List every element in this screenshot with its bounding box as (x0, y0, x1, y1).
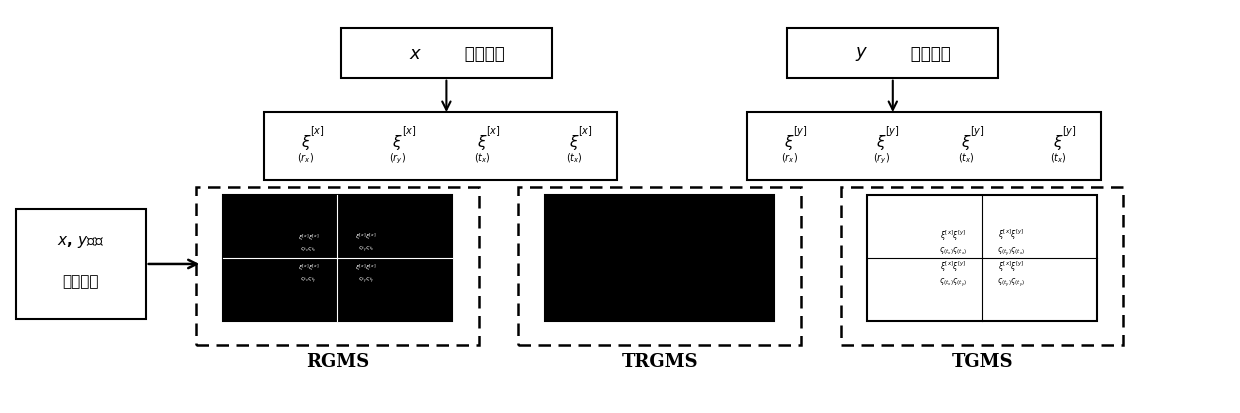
Text: $(t_x)$: $(t_x)$ (474, 152, 491, 165)
Text: $\xi$: $\xi$ (784, 133, 795, 152)
Bar (746, 113, 1101, 181)
Text: $\xi$: $\xi$ (1053, 133, 1064, 152)
Bar (263, 113, 616, 181)
Text: $(r_y)$: $(r_y)$ (389, 151, 407, 165)
Text: $(r_x)$: $(r_x)$ (781, 152, 799, 165)
Text: $\xi^{[x]}\xi^{[y]}$
$\varsigma_{(t_x)}\varsigma_{(t_x)}$: $\xi^{[x]}\xi^{[y]}$ $\varsigma_{(t_x)}\… (940, 228, 967, 257)
Text: $(r_y)$: $(r_y)$ (873, 151, 890, 165)
Text: $[x]$: $[x]$ (486, 124, 501, 138)
Text: $(t_x)$: $(t_x)$ (1049, 152, 1066, 165)
Bar (341, 29, 552, 78)
Text: $\xi^{[x]}\xi^{[y]}$
$\varsigma_{(t_y)}\varsigma_{(t_y)}$: $\xi^{[x]}\xi^{[y]}$ $\varsigma_{(t_y)}\… (997, 259, 1024, 289)
Text: $x$: $x$ (409, 45, 422, 63)
Bar (16, 210, 146, 319)
Text: $\xi$: $\xi$ (877, 133, 887, 152)
Text: $\xi^{[x]}\xi^{[x]}$
$\varsigma_{t_y}\varsigma_{t_y}$: $\xi^{[x]}\xi^{[x]}$ $\varsigma_{t_y}\va… (355, 262, 377, 285)
Text: $\xi^{[x]}\xi^{[x]}$
$\varsigma_{t_y}\varsigma_{t_x}$: $\xi^{[x]}\xi^{[x]}$ $\varsigma_{t_y}\va… (355, 231, 377, 254)
Text: RGMS: RGMS (305, 352, 370, 370)
Bar (868, 195, 1096, 321)
Bar (223, 195, 451, 321)
Text: $\xi$: $\xi$ (569, 133, 580, 152)
Text: $\xi$: $\xi$ (961, 133, 971, 152)
Text: TRGMS: TRGMS (621, 352, 698, 370)
Text: $\xi$: $\xi$ (300, 133, 311, 152)
Text: 极化激励: 极化激励 (905, 45, 951, 63)
Text: 极化激励: 极化激励 (459, 45, 505, 63)
Bar (196, 188, 479, 345)
Text: $[y]$: $[y]$ (885, 124, 900, 138)
Text: $[x]$: $[x]$ (402, 124, 417, 138)
Bar (787, 29, 998, 78)
Text: $[x]$: $[x]$ (310, 124, 325, 138)
Text: $(t_x)$: $(t_x)$ (565, 152, 583, 165)
Text: $\xi^{[x]}\xi^{[y]}$
$\varsigma_{(t_x)}\varsigma_{(t_y)}$: $\xi^{[x]}\xi^{[y]}$ $\varsigma_{(t_x)}\… (940, 259, 967, 289)
Text: $[y]$: $[y]$ (970, 124, 985, 138)
Text: $\xi$: $\xi$ (477, 133, 487, 152)
Text: $[y]$: $[y]$ (794, 124, 808, 138)
Text: $y$: $y$ (856, 45, 868, 63)
Text: $[x]$: $[x]$ (578, 124, 593, 138)
Text: 同时激励: 同时激励 (62, 273, 99, 288)
Bar (518, 188, 801, 345)
Text: $x$, $y$极化: $x$, $y$极化 (57, 234, 104, 249)
Text: $[y]$: $[y]$ (1061, 124, 1076, 138)
Text: TGMS: TGMS (951, 352, 1013, 370)
Bar (546, 195, 774, 321)
Bar (841, 188, 1123, 345)
Text: $(r_x)$: $(r_x)$ (298, 152, 315, 165)
Text: $\xi^{[x]}\xi^{[y]}$
$\varsigma_{(t_y)}\varsigma_{(t_x)}$: $\xi^{[x]}\xi^{[y]}$ $\varsigma_{(t_y)}\… (997, 228, 1024, 257)
Text: $\xi$: $\xi$ (393, 133, 403, 152)
Text: $(t_x)$: $(t_x)$ (957, 152, 975, 165)
Text: $\xi^{[x]}\xi^{[x]}$
$\varsigma_{t_x}\varsigma_{t_y}$: $\xi^{[x]}\xi^{[x]}$ $\varsigma_{t_x}\va… (298, 262, 320, 285)
Text: $\xi^{[x]}\xi^{[x]}$
$\varsigma_{t_x}\varsigma_{t_x}$: $\xi^{[x]}\xi^{[x]}$ $\varsigma_{t_x}\va… (298, 232, 320, 253)
